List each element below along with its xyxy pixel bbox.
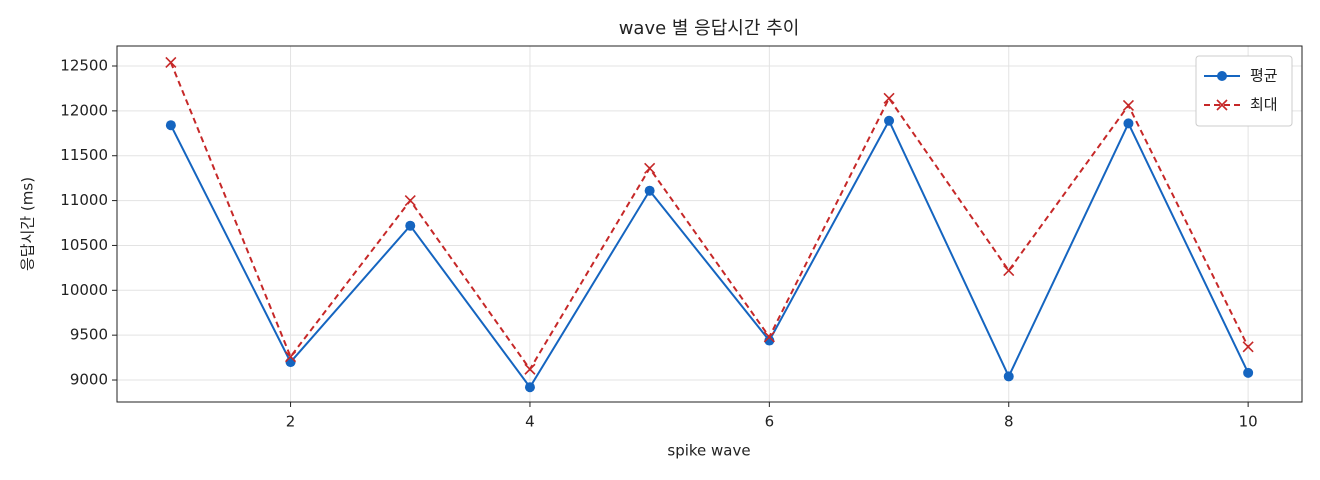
y-tick-label: 10000 [60,281,108,299]
x-tick-label: 10 [1239,413,1258,431]
legend-label: 평균 [1250,67,1278,85]
marker [524,382,535,393]
y-tick-label: 12500 [60,57,108,75]
marker [764,335,775,346]
marker [1003,264,1015,277]
marker [883,92,895,104]
marker [285,357,296,368]
y-tick-label: 10500 [60,236,108,254]
marker [763,331,775,343]
y-tick-label: 9000 [70,371,108,389]
x-tick-label: 8 [1004,413,1014,431]
x-tick-label: 4 [525,413,535,431]
marker [644,162,656,174]
x-tick-label: 6 [765,413,775,431]
marker [1242,341,1254,353]
y-tick-label: 11000 [60,191,108,209]
chart-title: wave 별 응답시간 추이 [619,18,800,39]
y-tick-label: 12000 [60,101,108,119]
marker [644,185,655,196]
x-tick-label: 2 [286,413,296,431]
marker [165,56,177,68]
marker [1217,71,1227,81]
marker [404,195,416,207]
marker [165,120,176,131]
marker [1216,99,1228,111]
marker [1123,118,1134,129]
series-line [169,118,1250,389]
marker [405,220,416,231]
marker [1003,371,1014,382]
marker [1243,367,1254,378]
marker [524,363,536,375]
marker [884,115,895,126]
marker [1122,99,1135,112]
legend-label: 최대 [1250,96,1278,114]
plot-frame [116,45,1303,403]
y-axis-label: 응답시간 (ms) [19,177,37,271]
y-tick-label: 11500 [60,146,108,164]
y-tick-label: 9500 [70,326,108,344]
x-axis-label: spike wave [667,442,750,460]
series-line [169,62,1250,372]
marker [284,351,297,363]
